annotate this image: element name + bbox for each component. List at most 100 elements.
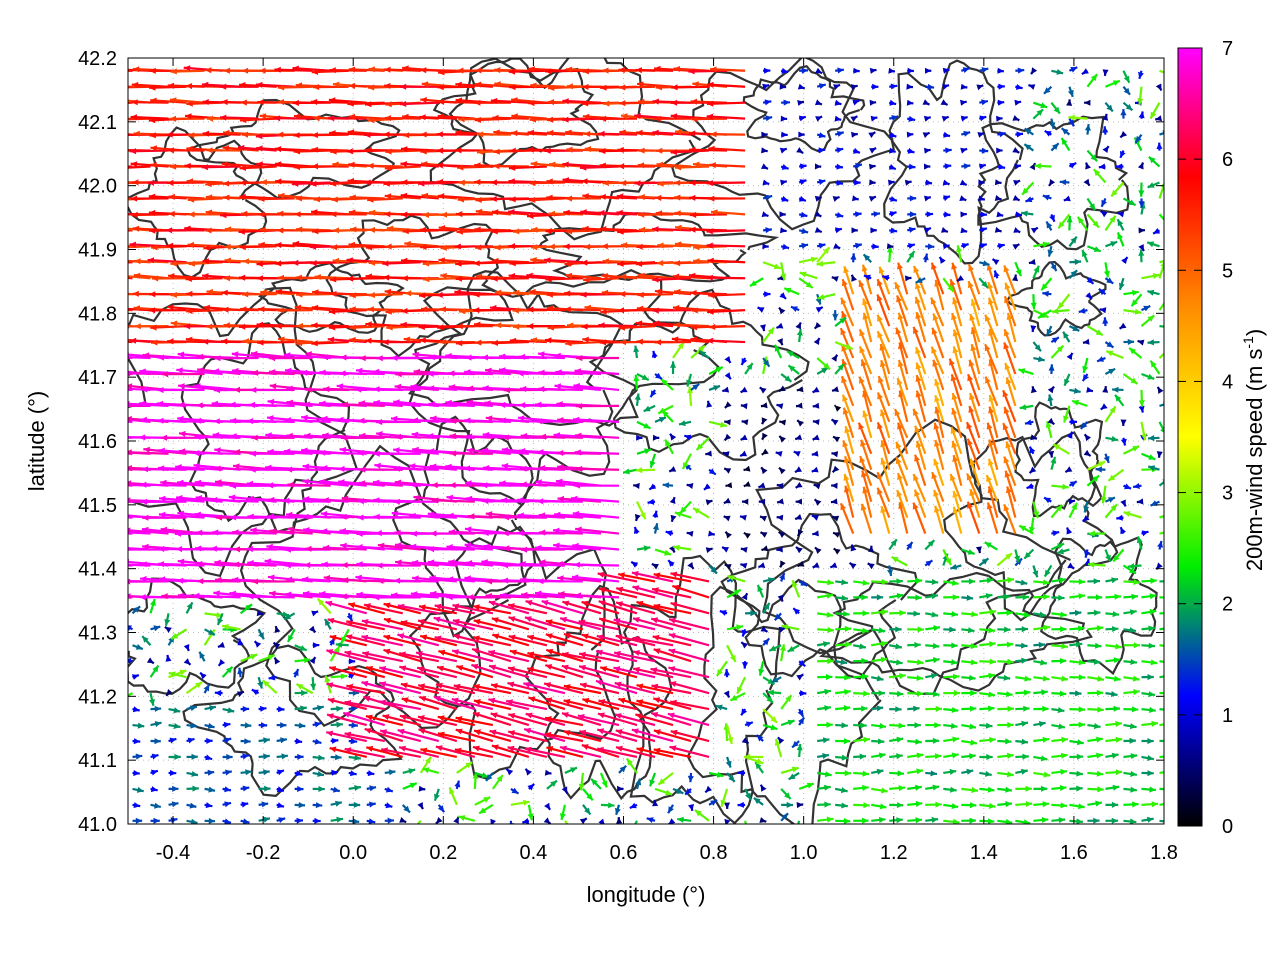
wind-arrow: [1015, 738, 1029, 745]
y-tick-label: 41.7: [78, 367, 117, 389]
wind-arrow: [943, 690, 961, 697]
wind-arrow: [312, 771, 325, 777]
wind-arrow: [345, 634, 386, 647]
wind-arrow: [186, 705, 198, 712]
wind-arrow: [128, 340, 133, 344]
wind-arrow: [653, 603, 692, 615]
wind-arrow: [1141, 738, 1154, 745]
wind-arrow: [744, 721, 754, 728]
wind-arrow: [401, 804, 411, 814]
wind-arrow: [1015, 642, 1028, 649]
wind-arrow: [1105, 752, 1119, 759]
wind-arrow: [650, 617, 692, 631]
wind-arrow: [397, 728, 440, 743]
wind-arrow: [128, 595, 133, 599]
wind-arrow: [561, 712, 602, 727]
wind-arrow: [509, 649, 548, 663]
wind-arrow: [258, 722, 268, 729]
wind-arrow: [654, 787, 673, 796]
wind-arrow: [791, 740, 800, 749]
wind-arrow: [767, 689, 782, 696]
wind-arrow: [817, 626, 834, 633]
wind-arrow: [979, 786, 995, 793]
wind-arrow: [853, 770, 870, 777]
wind-arrow: [276, 753, 289, 760]
wind-arrow: [217, 659, 226, 667]
wind-arrow: [559, 745, 602, 759]
wind-arrow: [755, 734, 764, 742]
wind-arrow: [979, 672, 996, 679]
wind-arrow: [268, 674, 277, 681]
wind-arrow: [1087, 675, 1105, 682]
wind-arrow: [720, 788, 729, 808]
wind-arrow: [1159, 819, 1164, 823]
wind-arrow: [1033, 785, 1048, 792]
wind-arrow: [925, 705, 943, 712]
wind-arrow: [581, 600, 620, 615]
wind-arrow: [294, 770, 303, 777]
wind-arrow: [399, 665, 440, 679]
wind-arrow: [150, 753, 159, 760]
wind-arrow: [759, 817, 767, 823]
wind-arrow: [596, 634, 638, 647]
wind-arrow: [247, 593, 295, 600]
wind-arrow: [420, 747, 458, 759]
wind-arrow: [165, 654, 172, 662]
wind-arrow: [327, 697, 368, 711]
colorbar-tick-label: 5: [1222, 260, 1233, 282]
wind-arrow: [276, 706, 285, 713]
wind-arrow: [657, 772, 674, 786]
wind-arrow: [258, 769, 270, 776]
wind-arrow: [797, 820, 801, 824]
x-tick-label: 1.2: [880, 842, 908, 864]
wind-vectors: [128, 65, 1164, 824]
wind-arrow: [499, 592, 547, 599]
x-tick-label: 1.0: [790, 842, 818, 864]
wind-arrow: [308, 625, 317, 634]
wind-arrow: [723, 690, 731, 698]
wind-arrow: [348, 738, 358, 745]
wind-arrow: [399, 817, 407, 824]
wind-arrow: [788, 771, 800, 781]
colorbar-tick-label: 4: [1222, 371, 1233, 393]
wind-arrow: [817, 737, 830, 744]
wind-arrow: [433, 788, 440, 802]
wind-arrow: [740, 641, 749, 649]
wind-arrow: [668, 648, 710, 663]
wind-arrow: [237, 667, 244, 678]
wind-arrow: [222, 753, 233, 760]
wind-arrow: [454, 747, 494, 759]
wind-arrow: [1015, 753, 1029, 760]
wind-arrow: [545, 697, 584, 711]
colorbar-label-main: 200m-wind speed (m s: [1242, 349, 1267, 572]
wind-arrow: [525, 712, 566, 727]
wind-arrow: [792, 607, 801, 615]
wind-arrow: [149, 598, 156, 614]
wind-arrow: [1051, 690, 1067, 697]
wind-arrow: [543, 682, 584, 695]
wind-arrow: [1141, 674, 1154, 681]
wind-arrow: [1087, 752, 1103, 759]
wind-arrow: [653, 729, 692, 743]
wind-arrow: [871, 723, 887, 730]
wind-arrow: [132, 770, 140, 777]
wind-arrow: [708, 771, 724, 778]
wind-arrow: [741, 628, 748, 637]
wind-arrow: [616, 817, 623, 824]
wind-arrow: [779, 644, 786, 662]
wind-arrow: [1015, 611, 1031, 618]
wind-arrow: [1033, 611, 1047, 618]
wind-arrow: [618, 697, 656, 711]
wind-arrow: [1159, 675, 1164, 679]
wind-arrow: [415, 650, 458, 663]
wind-arrow: [889, 785, 906, 792]
wind-arrow: [652, 634, 692, 647]
wind-arrow: [204, 722, 215, 729]
wind-arrow: [416, 666, 458, 679]
wind-arrow: [853, 802, 870, 809]
wind-arrow: [1069, 641, 1083, 648]
wind-arrow: [1123, 627, 1137, 634]
wind-arrow: [853, 736, 871, 743]
wind-arrow: [736, 676, 747, 695]
colorbar-tick-label: 7: [1222, 38, 1233, 60]
